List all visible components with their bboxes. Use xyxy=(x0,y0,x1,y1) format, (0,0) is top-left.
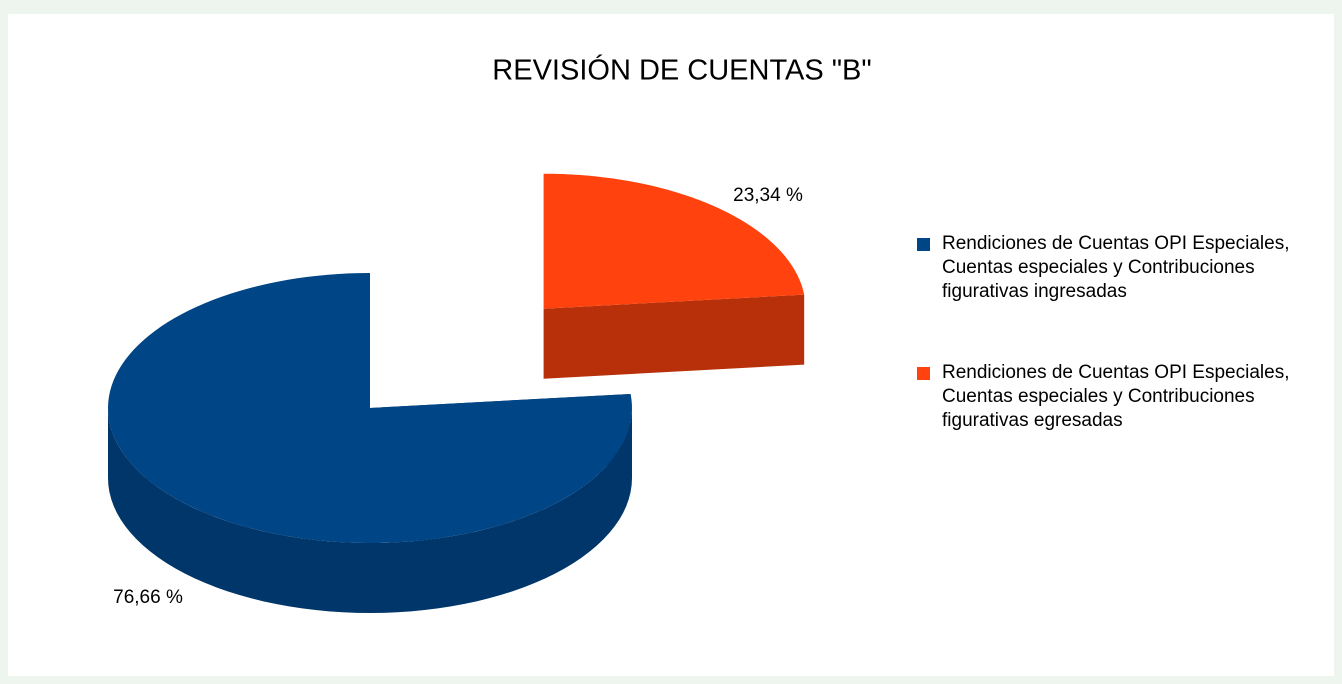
legend-swatch xyxy=(917,238,930,251)
chart-title: REVISIÓN DE CUENTAS "B" xyxy=(492,54,871,87)
slice-top xyxy=(543,173,805,309)
legend-label: Rendiciones de Cuentas OPI Especiales, C… xyxy=(942,362,1290,431)
slice-top xyxy=(108,273,632,543)
value-label: 23,34 % xyxy=(733,185,803,206)
value-label: 76,66 % xyxy=(113,587,183,608)
slice-wall xyxy=(108,408,632,613)
slice-side xyxy=(543,294,805,379)
legend-label: Rendiciones de Cuentas OPI Especiales, C… xyxy=(942,233,1290,302)
legend-swatch xyxy=(917,367,930,380)
